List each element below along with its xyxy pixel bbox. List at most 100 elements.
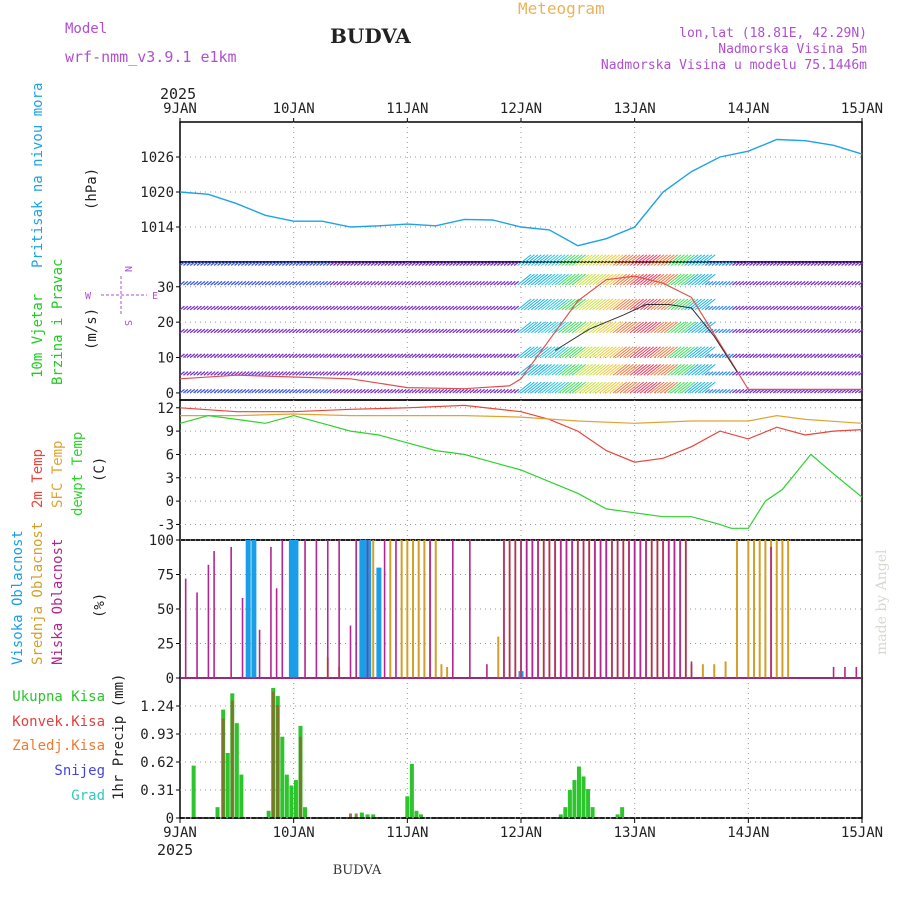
- wind-barb: [779, 280, 786, 286]
- wind-barb: [663, 273, 679, 286]
- wind-barb: [810, 261, 816, 267]
- wind-barb: [599, 364, 614, 376]
- wind-barb: [370, 353, 376, 359]
- wind-y-tick: 0: [166, 386, 174, 402]
- wind-barb: [496, 328, 503, 334]
- wind-gust-line: [554, 304, 738, 372]
- wind-barb: [391, 353, 397, 359]
- cloud-ylabel-srednja: Srednja Oblacnost: [30, 522, 46, 665]
- cloud-bar: [406, 540, 409, 678]
- wind-barb: [251, 261, 257, 267]
- wind-barb: [708, 353, 714, 359]
- wind-barb: [568, 273, 583, 286]
- wind-ylabel-1: 10m Vjetar: [30, 294, 46, 378]
- wind-barb: [278, 353, 284, 359]
- wind-barb: [312, 305, 318, 311]
- wind-barb: [575, 321, 590, 334]
- wind-barb: [404, 371, 410, 376]
- cloud-bar: [486, 664, 488, 678]
- wind-barb: [469, 353, 475, 359]
- wind-barb: [421, 280, 428, 286]
- wind-barb: [486, 388, 492, 394]
- wind-barb: [217, 353, 223, 359]
- wind-barb: [844, 261, 850, 267]
- wind-barb: [575, 381, 590, 394]
- cloud-bar: [315, 540, 318, 678]
- wind-barb: [503, 388, 509, 394]
- wind-barb: [714, 305, 721, 311]
- wind-barb: [329, 371, 335, 376]
- wind-barb: [373, 261, 380, 267]
- wind-barb: [292, 280, 298, 286]
- wind-barb: [472, 353, 479, 359]
- pressure-unit: (hPa): [84, 168, 100, 210]
- wind-barb: [524, 346, 539, 358]
- wind-barb: [752, 328, 758, 334]
- wind-barb: [452, 328, 458, 334]
- temp-line: [179, 414, 863, 529]
- wind-barb: [847, 280, 854, 286]
- wind-barb: [735, 261, 741, 267]
- wind-barb: [772, 371, 779, 376]
- precip-bar-total: [615, 814, 620, 818]
- wind-barb: [769, 371, 775, 376]
- wind-barb: [820, 280, 826, 286]
- wind-barb: [336, 371, 342, 376]
- wind-barb: [847, 261, 854, 267]
- wind-barb: [193, 353, 199, 359]
- wind-barb: [745, 280, 751, 286]
- temperature-y-tick: -3: [157, 517, 174, 533]
- wind-barb: [599, 254, 614, 266]
- wind-barb: [619, 321, 634, 334]
- wind-barb: [718, 328, 724, 334]
- x-tick-bottom: 15JAN: [841, 825, 883, 841]
- wind-barb: [213, 388, 220, 394]
- cloud-unit: (%): [92, 593, 108, 618]
- wind-barb: [401, 261, 407, 267]
- wind-barb: [189, 328, 196, 334]
- wind-barb: [807, 280, 813, 286]
- wind-barb: [575, 298, 590, 311]
- wind-barb: [762, 328, 769, 334]
- wind-barb: [769, 280, 775, 286]
- wind-barb: [626, 364, 641, 376]
- wind-barb: [466, 261, 472, 267]
- wind-barb: [206, 388, 213, 394]
- wind-barb: [667, 254, 682, 266]
- wind-barb: [633, 381, 648, 394]
- wind-barb: [657, 321, 672, 334]
- wind-barb: [343, 305, 349, 311]
- wind-barb: [779, 371, 786, 376]
- wind-barb: [217, 388, 223, 394]
- wind-barb: [510, 328, 516, 334]
- wind-barb: [691, 321, 706, 334]
- wind-barb: [394, 261, 400, 267]
- cloud-bar: [844, 666, 846, 678]
- wind-barb: [183, 371, 189, 376]
- wind-barb: [803, 371, 809, 376]
- wind-barb: [854, 305, 861, 311]
- wind-barb: [237, 388, 243, 394]
- wind-barb: [578, 254, 593, 266]
- wind-barb: [698, 364, 713, 376]
- wind-barb: [670, 364, 685, 376]
- wind-barb: [268, 388, 274, 394]
- wind-barb: [193, 280, 199, 286]
- wind-y-tick: 20: [157, 315, 174, 331]
- wind-barb: [435, 305, 441, 311]
- wind-barb: [677, 381, 692, 394]
- wind-barb: [223, 328, 230, 334]
- wind-barb: [650, 346, 665, 358]
- wind-barb: [285, 328, 291, 334]
- wind-barb: [701, 321, 716, 334]
- wind-barb: [841, 371, 847, 376]
- x-tick-bottom: 14JAN: [727, 825, 769, 841]
- cloud-bar: [679, 540, 681, 678]
- wind-barb: [752, 305, 758, 311]
- wind-barb: [691, 381, 706, 394]
- wind-barb: [789, 371, 796, 376]
- wind-barb: [646, 321, 661, 334]
- wind-barb: [425, 261, 431, 267]
- wind-barb: [391, 280, 397, 286]
- wind-barb: [360, 328, 366, 334]
